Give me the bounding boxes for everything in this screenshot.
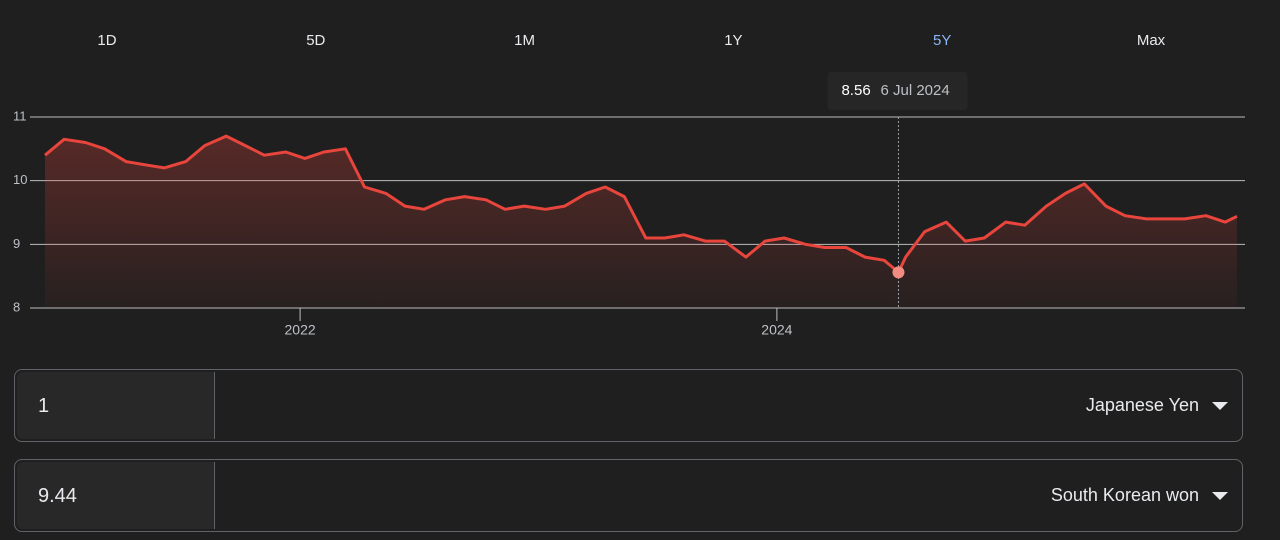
to-amount[interactable]: 9.44: [17, 462, 215, 529]
to-box: 9.44 South Korean won: [14, 459, 1243, 532]
range-tab[interactable]: 1M: [514, 32, 535, 49]
to-currency[interactable]: South Korean won: [1050, 485, 1199, 505]
dropdown-arrow[interactable]: [1212, 402, 1228, 410]
tooltip-value: 8.56: [841, 82, 870, 99]
area-fill: [45, 136, 1237, 308]
range-tab[interactable]: 5D: [306, 32, 325, 49]
tooltip-date: 6 Jul 2024: [880, 82, 949, 99]
range-tab[interactable]: 1D: [97, 32, 116, 49]
from-currency[interactable]: Japanese Yen: [1085, 395, 1199, 415]
range-tab[interactable]: 1Y: [724, 32, 742, 49]
y-tick-label: 11: [13, 108, 27, 123]
hover-point: [892, 266, 905, 279]
x-tick-label: 2024: [761, 322, 792, 338]
y-tick-label: 10: [13, 172, 27, 187]
range-tab[interactable]: 5Y: [933, 32, 951, 49]
dropdown-arrow[interactable]: [1212, 492, 1228, 500]
y-tick-label: 9: [13, 236, 20, 251]
range-tab[interactable]: Max: [1137, 32, 1166, 49]
y-tick-label: 8: [13, 299, 20, 314]
price-line: [44, 134, 1238, 274]
from-amount[interactable]: 1: [17, 372, 215, 439]
from-box: 1 Japanese Yen: [14, 369, 1243, 442]
x-tick-label: 2022: [285, 322, 316, 338]
tooltip-box: [827, 72, 968, 110]
chart: 1D 5D 1M 1Y 5Y Max 8 9 10 11 2022 2024 8.56 6 Jul 202…: [13, 32, 1245, 338]
